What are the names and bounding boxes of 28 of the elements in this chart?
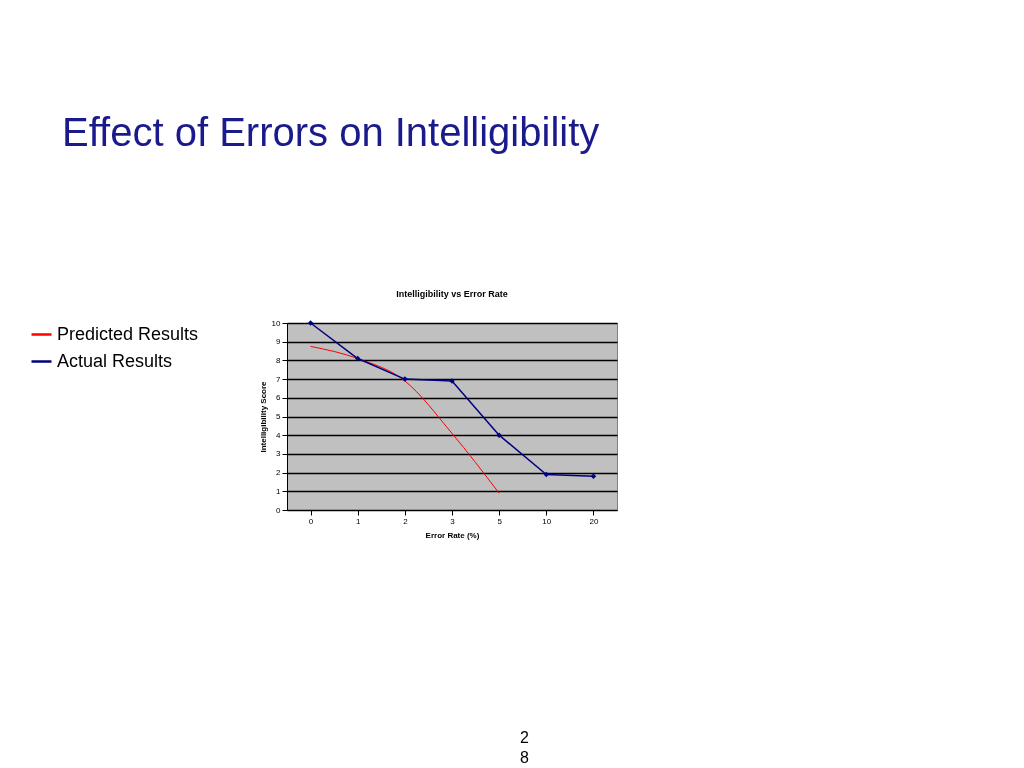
y-tick-label: 1 bbox=[276, 486, 282, 496]
x-tick-label: 20 bbox=[589, 516, 599, 526]
point bbox=[496, 432, 502, 438]
chart-subtitle: Intelligibility vs Error Rate bbox=[396, 289, 508, 299]
y-tick-label: 9 bbox=[276, 337, 282, 347]
y-tick-label: 3 bbox=[276, 449, 282, 459]
x-tick-label: 3 bbox=[450, 516, 456, 526]
legend-label: Actual Results bbox=[57, 350, 173, 371]
x-tick-label: 1 bbox=[355, 516, 361, 526]
y-tick-label: 5 bbox=[276, 412, 282, 421]
line-series bbox=[310, 345, 500, 494]
x-tick-label: 0 bbox=[308, 516, 314, 526]
y-tick-label: 0 bbox=[276, 505, 282, 515]
y-tick-label: 2 bbox=[276, 468, 282, 478]
x-tick-label: 2 bbox=[403, 516, 409, 526]
text: 28 bbox=[520, 728, 530, 768]
legend-label: Predicted Results bbox=[57, 323, 199, 344]
y-tick-label: 6 bbox=[276, 393, 282, 403]
y-axis-title: Intelligibility Score bbox=[258, 380, 268, 453]
chart-title: Effect of Errors on Intelligibility bbox=[62, 110, 600, 155]
x-tick-label: 5 bbox=[497, 516, 503, 526]
y-tick-label: 4 bbox=[276, 430, 282, 440]
x-tick-label: 10 bbox=[542, 516, 552, 526]
y-tick-label: 10 bbox=[271, 318, 282, 328]
point bbox=[307, 320, 314, 326]
x-axis-title: Error Rate (%) bbox=[425, 530, 480, 540]
y-tick-label: 7 bbox=[276, 374, 282, 384]
y-tick-label: 8 bbox=[276, 355, 282, 365]
